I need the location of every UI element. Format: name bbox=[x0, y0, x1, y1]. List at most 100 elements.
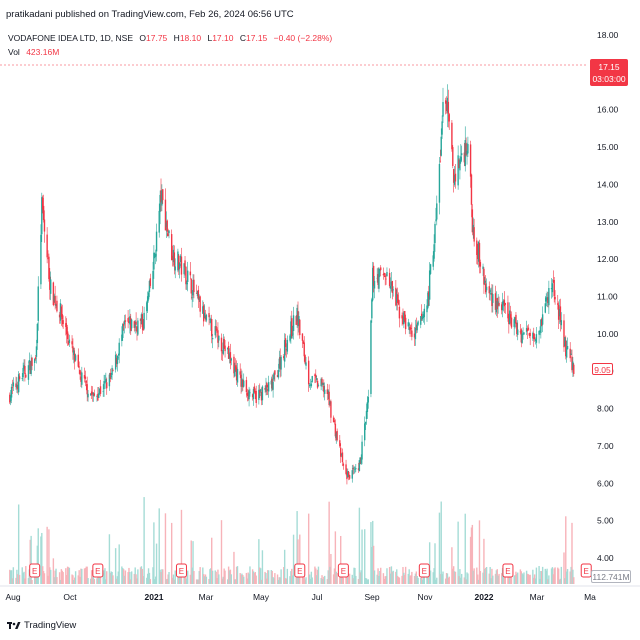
vol-label[interactable]: Vol bbox=[8, 47, 20, 57]
candle-body bbox=[541, 318, 543, 326]
candle-body bbox=[90, 391, 93, 396]
volume-bar bbox=[340, 535, 342, 584]
volume-bar bbox=[570, 566, 572, 584]
candle-body bbox=[353, 467, 355, 469]
price-tick-label: 7.00 bbox=[597, 441, 614, 451]
candle-body bbox=[186, 282, 188, 285]
candle-body bbox=[395, 287, 397, 306]
volume-bar bbox=[85, 566, 87, 584]
earnings-marker[interactable]: E bbox=[175, 563, 187, 578]
candle-body bbox=[283, 340, 286, 362]
volume-bar bbox=[27, 578, 30, 584]
volume-bar bbox=[370, 522, 372, 584]
volume-bar bbox=[315, 568, 317, 584]
volume-bar bbox=[302, 576, 305, 584]
candle-body bbox=[109, 372, 112, 379]
volume-bar bbox=[495, 570, 498, 584]
volume-bar bbox=[31, 579, 33, 584]
volume-bar bbox=[515, 571, 517, 584]
volume-bar bbox=[315, 575, 318, 584]
volume-bar bbox=[336, 572, 338, 584]
candle-body bbox=[246, 392, 248, 396]
volume-bar bbox=[521, 573, 523, 584]
candle-body bbox=[134, 324, 136, 328]
volume-bar bbox=[553, 568, 555, 584]
candle-body bbox=[21, 378, 23, 380]
volume-bar bbox=[448, 576, 450, 584]
candle-body bbox=[569, 348, 571, 359]
volume-bar bbox=[62, 572, 64, 584]
candle-body bbox=[284, 338, 287, 348]
volume-bar bbox=[494, 573, 497, 584]
volume-bar bbox=[529, 574, 531, 584]
time-tick-label: Sep bbox=[364, 592, 379, 602]
earnings-marker[interactable]: E bbox=[29, 563, 41, 578]
volume-bar bbox=[564, 578, 566, 584]
candle-body bbox=[415, 326, 418, 328]
candle-body bbox=[389, 285, 392, 289]
volume-bar bbox=[435, 579, 437, 584]
candle-body bbox=[224, 345, 226, 352]
volume-bar bbox=[25, 566, 27, 584]
candle-body bbox=[501, 304, 503, 311]
volume-bar bbox=[227, 579, 229, 584]
volume-bar bbox=[105, 579, 107, 584]
volume-bar bbox=[68, 567, 71, 584]
vol-value: 423.16M bbox=[26, 47, 60, 57]
volume-bar bbox=[352, 578, 354, 584]
volume-bar bbox=[433, 568, 435, 584]
candle-body bbox=[410, 327, 412, 329]
volume-bar bbox=[123, 575, 126, 584]
earnings-marker[interactable]: E bbox=[418, 563, 430, 578]
candle-body bbox=[385, 278, 387, 280]
candle-body bbox=[386, 272, 388, 277]
volume-bar bbox=[236, 566, 239, 584]
volume-bar bbox=[155, 543, 158, 584]
candle-body bbox=[502, 300, 505, 305]
earnings-marker[interactable]: E bbox=[337, 563, 349, 578]
candle-body bbox=[271, 378, 273, 389]
candle-body bbox=[526, 328, 529, 332]
earnings-marker[interactable]: E bbox=[294, 563, 306, 578]
candle-body bbox=[254, 391, 257, 394]
volume-bar bbox=[223, 568, 225, 584]
volume-bar bbox=[396, 575, 399, 584]
earnings-marker[interactable]: E bbox=[92, 563, 104, 578]
time-tick-label: 2021 bbox=[145, 592, 164, 602]
earnings-marker-label: E bbox=[297, 567, 302, 576]
candle-body bbox=[390, 281, 393, 286]
candle-body bbox=[137, 320, 139, 335]
earnings-marker[interactable]: E bbox=[502, 563, 514, 578]
volume-bar bbox=[222, 576, 224, 584]
candle-body bbox=[444, 100, 447, 104]
candle-body bbox=[130, 318, 132, 331]
volume-bar bbox=[560, 566, 563, 584]
volume-bar bbox=[467, 573, 469, 584]
volume-bar bbox=[432, 572, 434, 584]
volume-bar bbox=[380, 567, 382, 584]
candle-body bbox=[382, 274, 385, 276]
candle-body bbox=[557, 304, 560, 320]
volume-bar bbox=[112, 575, 114, 584]
volume-bar bbox=[83, 568, 86, 584]
volume-bar bbox=[548, 575, 550, 584]
candle-body bbox=[413, 333, 416, 338]
volume-bar bbox=[355, 575, 357, 584]
candle-body bbox=[316, 380, 319, 388]
candle-body bbox=[483, 268, 485, 285]
volume-bar bbox=[423, 575, 426, 584]
candle-body bbox=[159, 194, 161, 212]
candle-body bbox=[517, 329, 519, 335]
earnings-marker[interactable]: E bbox=[580, 563, 592, 578]
volume-bar bbox=[158, 508, 160, 584]
volume-bar bbox=[139, 567, 142, 584]
volume-bar bbox=[571, 522, 573, 584]
volume-bar bbox=[478, 520, 481, 584]
volume-bar bbox=[563, 552, 565, 584]
candle-body bbox=[322, 382, 324, 385]
symbol-name[interactable]: VODAFONE IDEA LTD, 1D, NSE bbox=[8, 33, 134, 43]
footer-brand[interactable]: TradingView bbox=[24, 620, 77, 631]
volume-bar bbox=[116, 576, 119, 584]
volume-bar bbox=[409, 575, 411, 584]
